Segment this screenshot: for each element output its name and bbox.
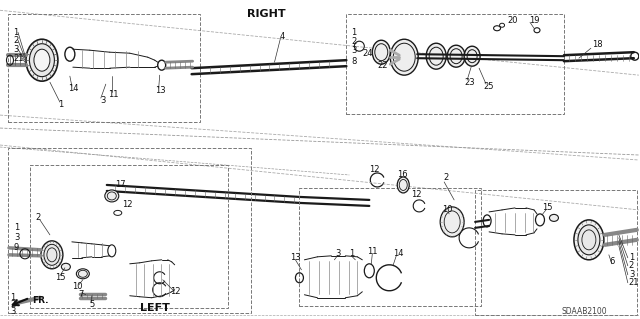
Ellipse shape bbox=[105, 190, 119, 202]
Text: 2: 2 bbox=[629, 261, 634, 270]
Text: 23: 23 bbox=[464, 78, 475, 87]
Ellipse shape bbox=[550, 214, 559, 221]
Text: 6: 6 bbox=[610, 257, 615, 266]
Ellipse shape bbox=[426, 43, 446, 69]
Text: 24: 24 bbox=[362, 49, 373, 58]
Text: 7: 7 bbox=[78, 290, 83, 299]
Text: 1: 1 bbox=[13, 28, 18, 37]
Text: 13: 13 bbox=[155, 85, 165, 95]
Ellipse shape bbox=[578, 225, 600, 255]
Text: 20: 20 bbox=[507, 16, 518, 25]
Bar bbox=[8, 14, 200, 122]
Text: 14: 14 bbox=[68, 84, 78, 93]
Text: 1: 1 bbox=[14, 223, 19, 232]
Bar bbox=[300, 188, 481, 306]
Bar bbox=[8, 148, 250, 313]
Text: 3: 3 bbox=[335, 249, 340, 258]
Text: 12: 12 bbox=[122, 200, 132, 209]
Ellipse shape bbox=[440, 207, 464, 237]
Text: 16: 16 bbox=[397, 170, 408, 180]
Text: 2: 2 bbox=[13, 36, 18, 45]
Text: 10: 10 bbox=[442, 205, 452, 214]
Text: 3: 3 bbox=[100, 96, 105, 105]
Ellipse shape bbox=[29, 44, 54, 77]
Ellipse shape bbox=[76, 269, 90, 279]
Text: 22: 22 bbox=[378, 61, 388, 70]
Ellipse shape bbox=[26, 39, 58, 81]
Text: 11: 11 bbox=[367, 247, 378, 256]
Text: 4: 4 bbox=[280, 32, 285, 41]
Text: 21: 21 bbox=[629, 278, 639, 287]
Text: 15: 15 bbox=[542, 204, 552, 212]
Text: 3: 3 bbox=[10, 307, 15, 316]
Text: 12: 12 bbox=[170, 287, 180, 296]
Text: 9: 9 bbox=[14, 243, 19, 252]
Text: 14: 14 bbox=[393, 249, 404, 258]
Text: 19: 19 bbox=[529, 16, 540, 25]
Text: 12: 12 bbox=[369, 166, 380, 174]
Text: 3: 3 bbox=[629, 270, 634, 279]
Text: 1: 1 bbox=[349, 249, 355, 258]
Bar bbox=[346, 14, 564, 114]
Text: 1: 1 bbox=[58, 100, 63, 108]
Text: 1: 1 bbox=[10, 293, 15, 302]
Text: 11: 11 bbox=[108, 90, 118, 99]
Text: RIGHT: RIGHT bbox=[247, 9, 286, 19]
Text: 2: 2 bbox=[443, 174, 449, 182]
Ellipse shape bbox=[372, 40, 390, 64]
Ellipse shape bbox=[397, 177, 409, 193]
Text: 3: 3 bbox=[14, 234, 19, 242]
Ellipse shape bbox=[41, 241, 63, 269]
Bar bbox=[30, 165, 228, 308]
Text: 2: 2 bbox=[351, 37, 356, 46]
Text: 8: 8 bbox=[351, 57, 356, 66]
Ellipse shape bbox=[447, 45, 465, 67]
Text: 17: 17 bbox=[115, 181, 125, 189]
Text: 3: 3 bbox=[351, 46, 356, 55]
Ellipse shape bbox=[464, 46, 480, 66]
Text: 18: 18 bbox=[592, 40, 602, 49]
Text: LEFT: LEFT bbox=[140, 303, 170, 313]
Text: FR.: FR. bbox=[32, 296, 49, 305]
Text: 2: 2 bbox=[35, 213, 40, 222]
Text: 15: 15 bbox=[55, 273, 65, 282]
Ellipse shape bbox=[61, 263, 70, 270]
Ellipse shape bbox=[34, 49, 50, 71]
Bar bbox=[475, 190, 637, 315]
Text: 1: 1 bbox=[351, 28, 356, 37]
Text: 3: 3 bbox=[13, 45, 19, 54]
Text: 12: 12 bbox=[412, 190, 422, 199]
Text: 10: 10 bbox=[72, 282, 83, 291]
Text: 5: 5 bbox=[90, 300, 95, 309]
Text: 25: 25 bbox=[483, 82, 493, 91]
Text: 21: 21 bbox=[13, 54, 24, 63]
Text: 1: 1 bbox=[629, 253, 634, 262]
Text: 13: 13 bbox=[291, 253, 301, 262]
Ellipse shape bbox=[44, 244, 60, 265]
Ellipse shape bbox=[390, 39, 418, 75]
Text: SDAAB2100: SDAAB2100 bbox=[562, 307, 607, 316]
Ellipse shape bbox=[574, 220, 604, 260]
Text: 2: 2 bbox=[10, 300, 15, 309]
